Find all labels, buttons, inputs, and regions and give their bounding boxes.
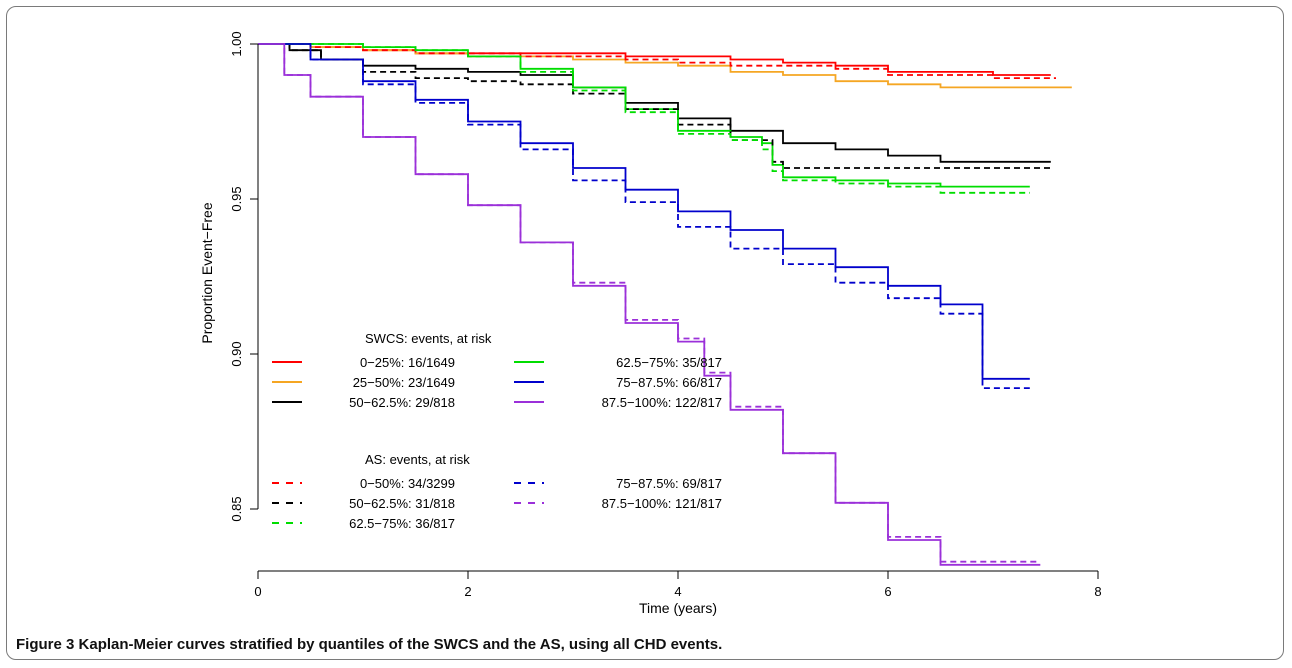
x-tick-label: 4 <box>674 584 681 599</box>
legend-label: 62.5−75%: 36/817 <box>349 516 455 531</box>
legend-label: 50−62.5%: 31/818 <box>349 496 455 511</box>
figure-frame <box>6 6 1284 660</box>
caption-label: Figure 3 <box>16 636 75 653</box>
y-tick-label: 1.00 <box>229 31 244 56</box>
legend-layer: SWCS: events, at risk 0−25%: 16/1649 25−50… <box>272 331 722 531</box>
legend-label: 87.5−100%: 122/817 <box>602 395 722 410</box>
legend-label: 75−87.5%: 66/817 <box>616 375 722 390</box>
km-curve <box>258 43 1051 169</box>
legend-label: 25−50%: 23/1649 <box>353 375 455 390</box>
x-tick-label: 2 <box>464 584 471 599</box>
y-tick-label: 0.95 <box>229 186 244 211</box>
x-axis-label: Time (years) <box>639 600 717 616</box>
y-axis-label: Proportion Event−Free <box>199 202 215 343</box>
legend-label: 75−87.5%: 69/817 <box>616 476 722 491</box>
axes-layer: 0 2 4 6 8 0.85 0.90 0.95 1.00 <box>229 31 1102 599</box>
km-curve <box>258 43 1072 89</box>
curves-layer <box>258 43 1072 566</box>
km-curve <box>258 43 1056 79</box>
km-curve <box>258 43 1041 563</box>
legend-label: 50−62.5%: 29/818 <box>349 395 455 410</box>
x-tick-label: 8 <box>1094 584 1101 599</box>
legend-label: 62.5−75%: 35/817 <box>616 355 722 370</box>
legend-title: AS: events, at risk <box>365 452 470 467</box>
figure-caption: Figure 3 Kaplan-Meier curves stratified … <box>16 636 1276 653</box>
legend-label: 0−50%: 34/3299 <box>360 476 455 491</box>
x-tick-label: 0 <box>254 584 261 599</box>
km-curve <box>258 43 1030 194</box>
legend-title: SWCS: events, at risk <box>365 331 492 346</box>
km-curve <box>258 43 1030 389</box>
km-curve <box>258 43 1051 163</box>
y-tick-label: 0.90 <box>229 341 244 366</box>
caption-text: Kaplan-Meier curves stratified by quanti… <box>78 636 723 653</box>
legend-label: 0−25%: 16/1649 <box>360 355 455 370</box>
y-tick-label: 0.85 <box>229 496 244 521</box>
km-curve <box>258 43 1030 380</box>
legend-label: 87.5−100%: 121/817 <box>602 496 722 511</box>
x-tick-label: 6 <box>884 584 891 599</box>
